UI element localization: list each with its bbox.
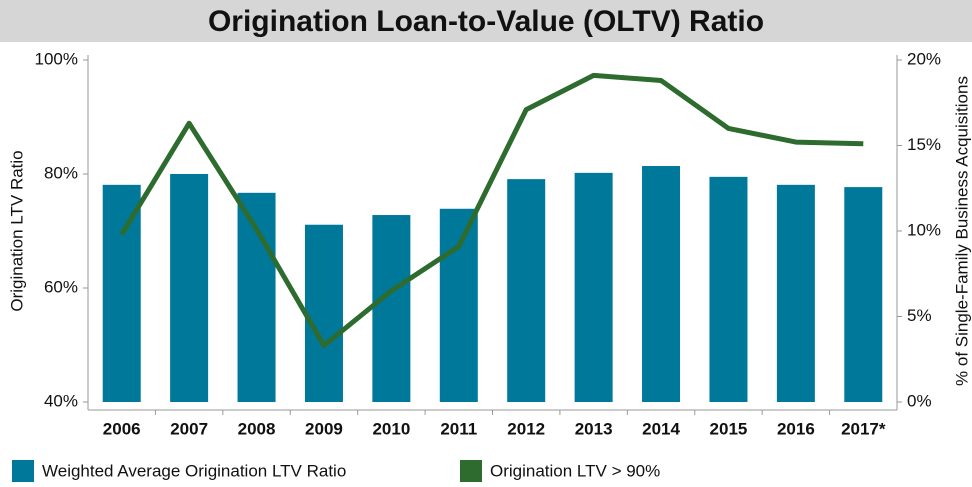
bar — [372, 215, 411, 402]
y-tick-label: 80% — [44, 163, 78, 182]
x-tick-label: 2013 — [575, 419, 613, 438]
bar — [102, 184, 141, 402]
bar — [709, 176, 748, 402]
x-tick-label: 2006 — [103, 419, 141, 438]
y2-tick-label: 5% — [907, 306, 932, 325]
x-tick-label: 2017* — [841, 419, 886, 438]
line — [119, 72, 864, 349]
bar — [170, 174, 209, 402]
bar — [507, 179, 546, 402]
x-tick-label: 2008 — [238, 419, 276, 438]
x-tick-label: 2010 — [372, 419, 410, 438]
chart-title: Origination Loan-to-Value (OLTV) Ratio — [208, 5, 764, 38]
legend-swatch — [460, 460, 482, 482]
y-tick-label: 60% — [44, 277, 78, 296]
bar — [844, 187, 883, 402]
bar — [642, 166, 681, 402]
y-axis-label: Origination LTV Ratio — [7, 150, 26, 311]
bar — [304, 224, 343, 402]
x-tick-label: 2011 — [440, 419, 477, 438]
x-tick-label: 2015 — [710, 419, 748, 438]
bar — [237, 192, 276, 402]
y2-tick-label: 0% — [907, 391, 932, 410]
y2-axis-label: % of Single-Family Business Acquisitions — [952, 76, 971, 386]
x-tick-label: 2014 — [642, 419, 680, 438]
x-tick-label: 2009 — [305, 419, 343, 438]
x-tick-label: 2016 — [777, 419, 815, 438]
x-tick-label: 2007 — [170, 419, 208, 438]
legend-label: Weighted Average Origination LTV Ratio — [42, 461, 346, 480]
y-tick-label: 100% — [35, 49, 78, 68]
title-banner — [0, 0, 972, 42]
y2-tick-label: 20% — [907, 49, 941, 68]
y-tick-label: 40% — [44, 391, 78, 410]
legend-swatch — [12, 460, 34, 482]
bar — [439, 208, 478, 402]
y2-tick-label: 10% — [907, 220, 941, 239]
bar — [776, 184, 815, 402]
x-tick-label: 2012 — [507, 419, 545, 438]
bar — [574, 172, 613, 402]
legend-label: Origination LTV > 90% — [490, 461, 660, 480]
y2-tick-label: 15% — [907, 135, 941, 154]
